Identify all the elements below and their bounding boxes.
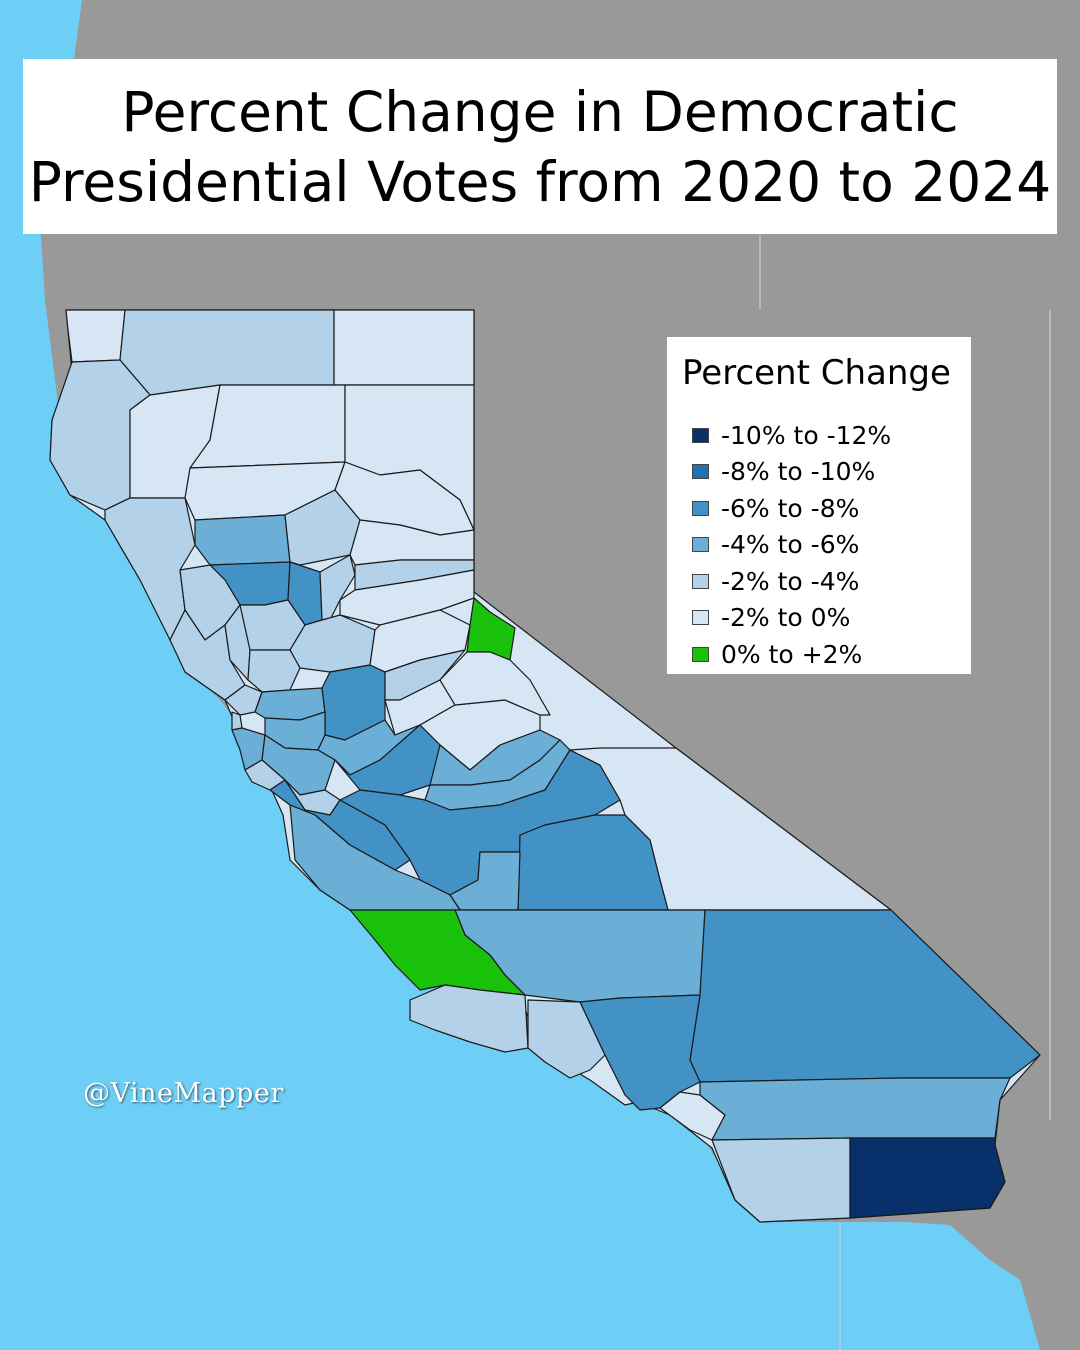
legend-label: -2% to 0% (721, 603, 851, 633)
county-glenn (194, 514, 291, 566)
legend-item: -4% to -6% (682, 527, 971, 564)
legend-item: 0% to +2% (682, 636, 971, 673)
legend-label: 0% to +2% (721, 639, 863, 669)
legend-label: -8% to -10% (721, 457, 876, 487)
county-imperial (849, 1137, 1006, 1219)
county-san-luis-obispo (289, 804, 461, 911)
counties-layer (49, 309, 1041, 1223)
legend-swatch (692, 537, 709, 553)
title-line-1: Percent Change in Democratic (121, 79, 959, 144)
county-siskiyou (119, 309, 335, 396)
county-modoc (333, 309, 475, 386)
legend-label: -6% to -8% (721, 493, 860, 523)
legend: Percent Change -10% to -12% -8% to -10% -6… (667, 337, 971, 674)
county-solano (247, 649, 301, 693)
county-riverside (699, 1077, 1011, 1141)
county-san-diego (711, 1137, 851, 1223)
legend-item: -2% to 0% (682, 600, 971, 637)
legend-item: -10% to -12% (682, 417, 971, 454)
legend-swatch (692, 500, 709, 516)
title-line-2: Presidential Votes from 2020 to 2024 (28, 149, 1052, 214)
legend-title: Percent Change (682, 353, 951, 393)
legend-swatch (692, 573, 709, 589)
legend-swatch (692, 464, 709, 480)
county-del-norte (65, 309, 126, 363)
county-ventura (409, 984, 529, 1053)
legend-swatch (692, 646, 709, 662)
legend-swatch (692, 610, 709, 626)
legend-label: -2% to -4% (721, 566, 860, 596)
watermark: @VineMapper (83, 1078, 284, 1109)
county-mono (439, 651, 551, 716)
county-san-francisco (231, 711, 243, 731)
legend-item: -8% to -10% (682, 454, 971, 491)
legend-items: -10% to -12% -8% to -10% -6% to -8% -4% to … (682, 417, 971, 673)
legend-swatch (692, 427, 709, 443)
legend-item: -6% to -8% (682, 490, 971, 527)
title-box: Percent Change in Democratic Presidentia… (23, 59, 1057, 234)
legend-label: -4% to -6% (721, 530, 860, 560)
legend-item: -2% to -4% (682, 563, 971, 600)
legend-label: -10% to -12% (721, 420, 892, 450)
